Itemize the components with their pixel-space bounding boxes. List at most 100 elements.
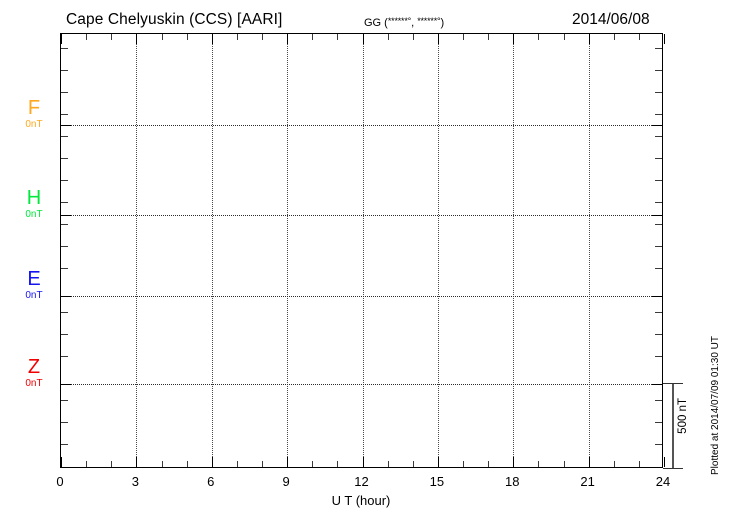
x-tick-minor <box>111 461 113 467</box>
x-tick-label: 18 <box>505 474 520 489</box>
y-tick-minor <box>655 136 662 137</box>
y-tick-minor <box>61 422 68 423</box>
x-tick-major <box>287 457 289 467</box>
scale-bar-cap-top <box>663 383 683 384</box>
x-tick-major-top <box>61 34 62 44</box>
y-tick-minor <box>61 114 68 115</box>
y-tick-minor <box>61 334 68 335</box>
observation-date: 2014/06/08 <box>572 11 650 28</box>
x-tick-label: 15 <box>429 474 445 489</box>
page-title: Cape Chelyuskin (CCS) [AARI] <box>66 11 283 28</box>
component-baseline-unit-e: 0nT <box>25 290 43 301</box>
x-tick-minor-top <box>86 34 88 40</box>
y-tick-minor <box>61 444 68 445</box>
x-tick-minor <box>86 461 88 467</box>
x-tick-minor-top <box>236 34 238 40</box>
x-tick-minor <box>337 461 339 467</box>
y-tick-major-z <box>61 384 71 385</box>
baseline-gridline-z <box>61 384 662 385</box>
y-tick-major-h <box>61 215 71 216</box>
geographic-coordinates: GG (******°, ******°) <box>364 16 444 29</box>
scale-bar-label: 500 nT <box>677 398 689 434</box>
gridline-vertical <box>362 34 364 467</box>
y-tick-minor <box>655 180 662 181</box>
baseline-gridline-e <box>61 296 662 297</box>
x-tick-minor <box>387 461 389 467</box>
x-tick-minor <box>613 461 615 467</box>
y-tick-major-f <box>61 125 71 126</box>
x-tick-label: 12 <box>354 474 369 489</box>
x-tick-minor-top <box>488 34 490 40</box>
x-tick-major <box>588 457 590 467</box>
x-tick-minor <box>563 461 565 467</box>
x-tick-major-top <box>287 34 289 44</box>
scale-bar-cap-bottom <box>663 468 683 469</box>
y-tick-minor <box>655 400 662 401</box>
y-tick-major-e <box>61 296 71 297</box>
coords-longitude: ****** <box>417 16 438 26</box>
x-tick-major <box>664 457 665 467</box>
x-tick-label: 3 <box>131 474 139 489</box>
x-tick-minor-top <box>262 34 263 40</box>
y-tick-minor <box>655 202 662 203</box>
x-axis-title: U T (hour) <box>331 493 391 508</box>
y-tick-minor <box>61 48 68 49</box>
x-tick-minor-top <box>463 34 464 40</box>
x-tick-minor <box>412 461 414 467</box>
component-label-f: F 0nT <box>12 98 56 131</box>
y-tick-minor <box>61 246 68 247</box>
x-tick-label: 9 <box>282 474 290 489</box>
y-tick-major-f <box>652 125 662 126</box>
x-tick-major-top <box>664 34 665 44</box>
x-tick-minor-top <box>161 34 163 40</box>
x-tick-minor <box>186 461 188 467</box>
y-tick-minor <box>655 158 662 159</box>
y-tick-minor <box>61 400 68 401</box>
component-glyph-f: F <box>27 97 41 119</box>
y-tick-minor <box>61 268 68 269</box>
x-tick-minor <box>538 461 540 467</box>
x-tick-minor-top <box>613 34 615 40</box>
y-tick-minor <box>655 422 662 423</box>
x-tick-label: 6 <box>207 474 215 489</box>
y-tick-minor <box>655 92 662 93</box>
x-tick-major-top <box>362 34 364 44</box>
y-tick-minor <box>61 158 68 159</box>
x-tick-label: 21 <box>580 474 595 489</box>
x-tick-minor-top <box>337 34 339 40</box>
x-tick-minor <box>262 461 263 467</box>
x-tick-minor <box>236 461 238 467</box>
y-tick-minor <box>61 136 68 137</box>
x-tick-label: 24 <box>655 474 671 489</box>
y-tick-minor <box>655 48 662 49</box>
x-tick-minor <box>488 461 490 467</box>
component-baseline-unit-z: 0nT <box>25 378 43 389</box>
baseline-gridline-h <box>61 215 662 216</box>
y-tick-minor <box>61 356 68 357</box>
y-tick-minor <box>61 180 68 181</box>
x-tick-minor <box>312 461 314 467</box>
component-glyph-h: H <box>26 187 42 209</box>
y-tick-minor <box>655 268 662 269</box>
y-tick-minor <box>655 334 662 335</box>
x-tick-major <box>362 457 364 467</box>
gridline-vertical <box>287 34 289 467</box>
component-baseline-unit-h: 0nT <box>25 209 43 220</box>
y-tick-minor <box>655 246 662 247</box>
x-tick-major <box>211 457 213 467</box>
y-tick-minor <box>61 202 68 203</box>
y-tick-minor <box>655 312 662 313</box>
plot-area <box>60 33 665 468</box>
x-tick-minor-top <box>412 34 414 40</box>
x-tick-minor-top <box>186 34 188 40</box>
gridline-vertical <box>513 34 515 467</box>
component-glyph-e: E <box>27 268 41 290</box>
y-tick-major-z <box>652 384 662 385</box>
x-tick-minor-top <box>638 34 640 40</box>
gridline-vertical <box>211 34 213 467</box>
coords-latitude-unit: ° <box>407 16 412 26</box>
x-tick-minor-top <box>111 34 113 40</box>
x-tick-minor-top <box>538 34 540 40</box>
coords-suffix: ) <box>440 17 445 29</box>
